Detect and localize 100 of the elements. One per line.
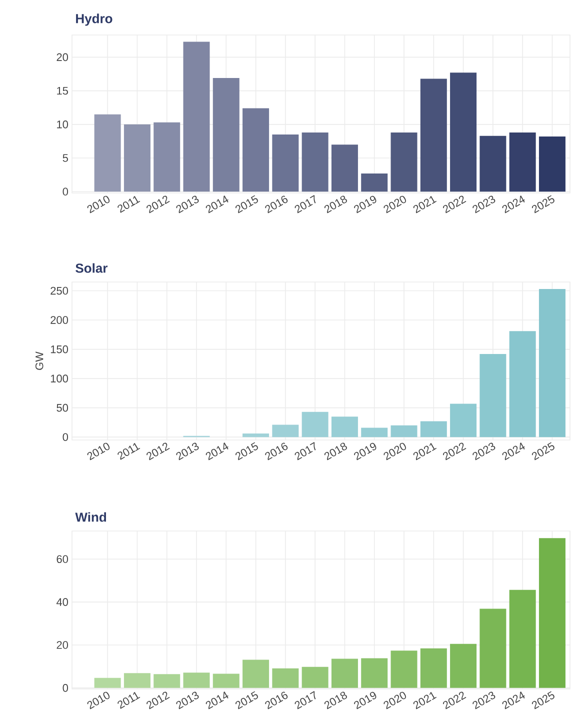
x-tick-label: 2010 — [87, 692, 110, 710]
bar — [361, 658, 388, 688]
bar — [183, 42, 210, 192]
x-tick-label: 2022 — [442, 692, 466, 710]
bar — [420, 421, 447, 438]
x-tick-label: 2018 — [324, 692, 347, 710]
bar — [538, 136, 566, 192]
x-tick-label: 2025 — [532, 442, 554, 460]
y-tick-label: 0 — [62, 188, 68, 196]
bar — [242, 660, 270, 688]
x-tick-label: 2025 — [532, 195, 554, 214]
x-tick-label: 2016 — [265, 196, 288, 214]
x-tick-label: 2018 — [324, 442, 347, 460]
x-tick-label: 2016 — [265, 692, 288, 710]
x-tick-label: 2019 — [354, 442, 376, 460]
bar — [124, 673, 150, 688]
x-tick-label: 2018 — [324, 196, 347, 214]
bar — [94, 114, 121, 192]
x-tick-label: 2015 — [235, 195, 258, 214]
bar — [390, 132, 418, 192]
x-tick-label: 2022 — [442, 442, 466, 460]
bar — [450, 72, 477, 192]
bar — [272, 668, 299, 688]
bar — [538, 538, 566, 688]
x-tick-label: 2017 — [294, 442, 316, 460]
x-tick-label: 2020 — [384, 442, 406, 460]
x-tick-label: 2011 — [118, 196, 140, 213]
bar — [361, 428, 388, 438]
y-tick-label: 40 — [56, 598, 68, 606]
x-tick-label: 2024 — [502, 691, 525, 710]
bar — [154, 674, 180, 688]
bar — [242, 108, 270, 192]
bar — [331, 416, 358, 438]
bar — [509, 132, 536, 192]
bar — [124, 124, 150, 192]
y-tick-label: 0 — [62, 684, 68, 692]
x-tick-label: 2023 — [472, 196, 496, 214]
x-tick-label: 2012 — [146, 442, 170, 460]
x-tick-label: 2019 — [354, 692, 376, 710]
bar — [272, 134, 299, 192]
bar — [154, 122, 180, 192]
bar — [302, 666, 328, 688]
x-tick-label: 2017 — [294, 691, 316, 710]
x-tick-label: 2017 — [294, 195, 316, 214]
x-tick-label: 2023 — [472, 692, 496, 710]
bar — [480, 608, 506, 688]
x-tick-label: 2023 — [472, 442, 496, 460]
x-tick-label: 2013 — [176, 196, 199, 214]
bar — [420, 78, 447, 192]
bar — [242, 434, 270, 438]
x-tick-label: 2021 — [413, 692, 437, 710]
x-tick-label: 2016 — [265, 442, 288, 460]
bar — [509, 590, 536, 688]
x-tick-label: 2021 — [413, 442, 437, 460]
y-tick-label: 100 — [50, 374, 68, 382]
y-tick-label: 60 — [56, 555, 68, 564]
bar — [302, 132, 328, 192]
bar — [212, 674, 240, 688]
bar — [390, 425, 418, 438]
y-tick-label: 50 — [56, 404, 68, 412]
bar — [331, 144, 358, 192]
bar — [361, 173, 388, 192]
x-tick-label: 2011 — [118, 442, 140, 460]
x-tick-label: 2015 — [235, 691, 258, 710]
bar — [420, 648, 447, 688]
x-tick-label: 2021 — [413, 196, 437, 214]
y-tick-label: 10 — [57, 120, 68, 128]
bar — [302, 412, 328, 438]
x-tick-label: 2010 — [87, 442, 110, 460]
bar — [272, 424, 299, 438]
x-tick-label: 2011 — [118, 692, 140, 709]
x-tick-label: 2020 — [384, 196, 406, 214]
y-tick-label: 150 — [50, 345, 68, 354]
y-tick-label: 5 — [62, 154, 68, 162]
x-tick-label: 2012 — [146, 692, 170, 710]
bar — [538, 289, 566, 438]
bar — [480, 136, 506, 192]
x-tick-label: 2014 — [206, 195, 228, 214]
y-tick-label: 20 — [56, 641, 68, 649]
x-tick-label: 2013 — [176, 442, 199, 460]
y-tick-label: 0 — [62, 433, 68, 441]
chart-title: Hydro — [76, 14, 112, 26]
x-tick-label: 2019 — [354, 196, 376, 214]
x-tick-label: 2013 — [176, 692, 199, 710]
bar — [94, 678, 121, 688]
x-tick-label: 2025 — [532, 691, 554, 710]
x-tick-label: 2022 — [442, 196, 466, 214]
y-tick-label: 200 — [50, 316, 68, 324]
bar — [183, 672, 210, 688]
y-axis-title: GW — [35, 352, 44, 370]
bar — [390, 650, 418, 688]
bar — [331, 658, 358, 688]
x-tick-label: 2024 — [502, 195, 525, 214]
x-tick-label: 2010 — [87, 196, 110, 214]
chart-title: Solar — [76, 263, 108, 273]
bar — [450, 404, 477, 438]
y-tick-label: 20 — [56, 53, 68, 62]
x-tick-label: 2012 — [146, 196, 170, 214]
x-tick-label: 2020 — [384, 692, 406, 710]
x-tick-label: 2014 — [206, 691, 228, 710]
